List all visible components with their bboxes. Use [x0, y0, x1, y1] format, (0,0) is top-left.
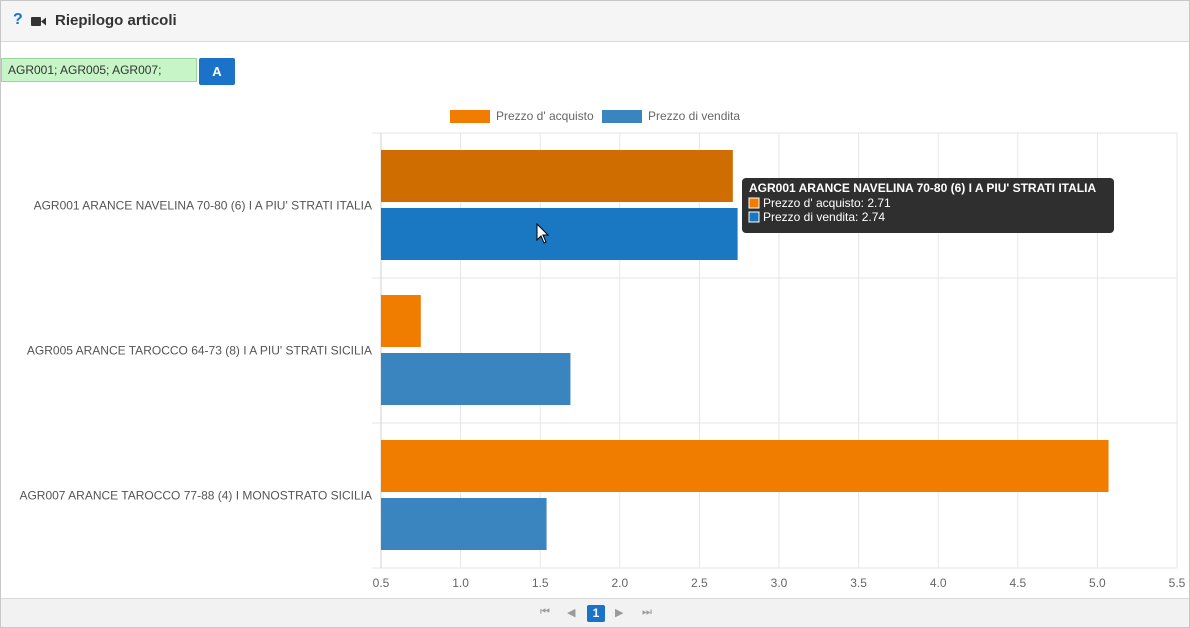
next-page-icon[interactable]: ▶ — [615, 607, 624, 619]
tooltip-swatch — [748, 211, 760, 223]
x-tick-label: 1.0 — [452, 576, 469, 590]
x-tick-label: 0.5 — [373, 576, 390, 590]
bar-purchase — [381, 150, 733, 202]
x-tick-label: 3.5 — [850, 576, 867, 590]
category-label: AGR001 ARANCE NAVELINA 70-80 (6) I A PIU… — [34, 199, 372, 213]
current-page-button[interactable]: 1 — [587, 605, 605, 622]
bar-purchase — [381, 295, 421, 347]
last-page-icon[interactable]: ⏭ — [642, 606, 652, 618]
apply-filter-button[interactable]: A — [199, 58, 235, 85]
bar-chart: 0.5 1.0 1.5 2.0 2.5 3.0 3.5 4.0 4.5 5.0 5.5 AGR001 … — [19, 109, 1186, 590]
tooltip-line: Prezzo d' acquisto: 2.71 — [763, 196, 891, 210]
x-tick-label: 1.5 — [532, 576, 549, 590]
article-filter-input[interactable] — [1, 58, 197, 82]
tooltip-box — [742, 178, 1114, 233]
x-tick-label: 4.0 — [930, 576, 947, 590]
header-bar: ? Riepilogo articoli — [1, 1, 1189, 42]
legend-swatch — [450, 110, 490, 123]
x-tick-label: 2.0 — [611, 576, 628, 590]
legend-swatch — [602, 110, 642, 123]
x-tick-label: 4.5 — [1009, 576, 1026, 590]
bar-purchase — [381, 440, 1109, 492]
x-tick-label: 3.0 — [771, 576, 788, 590]
bar-sale — [381, 353, 571, 405]
legend-label: Prezzo d' acquisto — [496, 109, 594, 123]
prev-page-icon[interactable]: ◀ — [567, 607, 576, 619]
tooltip-title: AGR001 ARANCE NAVELINA 70-80 (6) I A PIU… — [749, 181, 1096, 195]
x-tick-label: 5.0 — [1089, 576, 1106, 590]
video-camera-icon[interactable] — [31, 16, 46, 27]
tooltip-line: Prezzo di vendita: 2.74 — [763, 210, 885, 224]
help-icon[interactable]: ? — [13, 11, 23, 28]
bar-sale — [381, 208, 738, 260]
category-label: AGR005 ARANCE TAROCCO 64-73 (8) I A PIU'… — [27, 344, 372, 358]
legend-label: Prezzo di vendita — [648, 109, 740, 123]
x-tick-label: 2.5 — [691, 576, 708, 590]
first-page-icon[interactable]: ⏮ — [540, 606, 550, 618]
mouse-cursor-icon — [536, 222, 550, 244]
category-label: AGR007 ARANCE TAROCCO 77-88 (4) I MONOST… — [19, 489, 372, 503]
bar-sale — [381, 498, 547, 550]
tooltip-swatch — [748, 197, 760, 209]
page-title: Riepilogo articoli — [55, 12, 177, 29]
x-tick-label: 5.5 — [1169, 576, 1186, 590]
pagination-bar: ⏮ ◀ 1 ▶ ⏭ — [1, 598, 1189, 627]
